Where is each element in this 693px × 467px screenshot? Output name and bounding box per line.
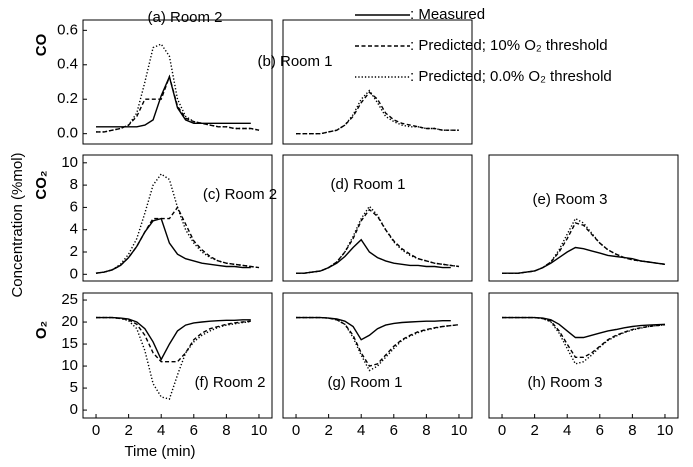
data-line xyxy=(95,173,260,274)
x-tick-label: 10 xyxy=(251,422,268,439)
legend-label: : Predicted; 10% O₂ threshold xyxy=(410,37,608,54)
x-tick-label: 4 xyxy=(157,422,165,439)
row-label: CO₂ xyxy=(33,170,50,199)
x-tick-label: 4 xyxy=(563,422,571,439)
y-tick-label: 0 xyxy=(70,401,78,418)
panel-title: (g) Room 1 xyxy=(327,374,402,391)
x-tick-label: 10 xyxy=(451,422,468,439)
row-label: O₂ xyxy=(33,321,50,339)
x-tick-label: 6 xyxy=(390,422,398,439)
plot-frame xyxy=(282,19,473,145)
panel-title: (b) Room 1 xyxy=(257,53,332,70)
y-tick-label: 10 xyxy=(61,154,78,171)
panel-title: (h) Room 3 xyxy=(527,374,602,391)
y-tick-label: 10 xyxy=(61,357,78,374)
legend-label: : Predicted; 0.0% O₂ threshold xyxy=(410,68,612,85)
y-tick-label: 8 xyxy=(70,176,78,193)
y-tick-label: 0.6 xyxy=(57,21,78,38)
data-line xyxy=(96,316,251,363)
plot-frame xyxy=(488,154,679,282)
x-tick-label: 6 xyxy=(596,422,604,439)
data-line xyxy=(296,316,460,367)
x-tick-label: 0 xyxy=(92,422,100,439)
x-tick-label: 10 xyxy=(657,422,674,439)
x-tick-label: 0 xyxy=(292,422,300,439)
y-tick-label: 2 xyxy=(70,243,78,260)
data-line xyxy=(296,91,459,135)
x-tick-label: 6 xyxy=(190,422,198,439)
data-line xyxy=(296,238,451,274)
data-line xyxy=(502,316,666,365)
x-axis-label: Time (min) xyxy=(124,443,195,460)
data-line xyxy=(502,217,666,274)
panel-title: (a) Room 2 xyxy=(147,9,222,26)
plot-frame xyxy=(82,19,273,145)
plot-frame xyxy=(82,154,273,282)
y-tick-label: 15 xyxy=(61,335,78,352)
data-line xyxy=(96,74,251,128)
y-axis-label: Concentration (%mol) xyxy=(9,152,26,297)
data-line xyxy=(96,74,260,133)
y-tick-label: 6 xyxy=(70,198,78,215)
panel-title: (c) Room 2 xyxy=(203,186,277,203)
y-tick-label: 25 xyxy=(61,291,78,308)
y-tick-label: 0.0 xyxy=(57,125,78,142)
x-tick-label: 8 xyxy=(222,422,230,439)
data-line xyxy=(96,43,260,133)
x-tick-label: 8 xyxy=(422,422,430,439)
data-line xyxy=(296,316,451,341)
data-line xyxy=(296,205,460,274)
y-tick-label: 0 xyxy=(70,265,78,282)
x-tick-label: 2 xyxy=(324,422,332,439)
data-line xyxy=(96,316,251,362)
x-tick-label: 2 xyxy=(124,422,132,439)
x-tick-label: 4 xyxy=(357,422,365,439)
y-tick-label: 20 xyxy=(61,313,78,330)
data-line xyxy=(296,89,459,135)
panel-title: (f) Room 2 xyxy=(195,374,266,391)
x-tick-label: 8 xyxy=(628,422,636,439)
data-line xyxy=(296,316,460,372)
legend-label: : Measured xyxy=(410,6,485,23)
row-label: CO xyxy=(33,33,50,56)
x-tick-label: 2 xyxy=(530,422,538,439)
y-tick-label: 0.4 xyxy=(57,56,78,73)
panel-title: (d) Room 1 xyxy=(330,176,405,193)
y-tick-label: 4 xyxy=(70,221,78,238)
data-line xyxy=(95,217,251,274)
x-tick-label: 0 xyxy=(498,422,506,439)
panel-title: (e) Room 3 xyxy=(532,191,607,208)
plot-frame xyxy=(82,292,273,419)
y-tick-label: 5 xyxy=(70,379,78,396)
y-tick-label: 0.2 xyxy=(57,90,78,107)
plot-frame xyxy=(282,292,473,419)
plot-frame xyxy=(282,154,473,282)
plot-frame xyxy=(488,292,679,419)
